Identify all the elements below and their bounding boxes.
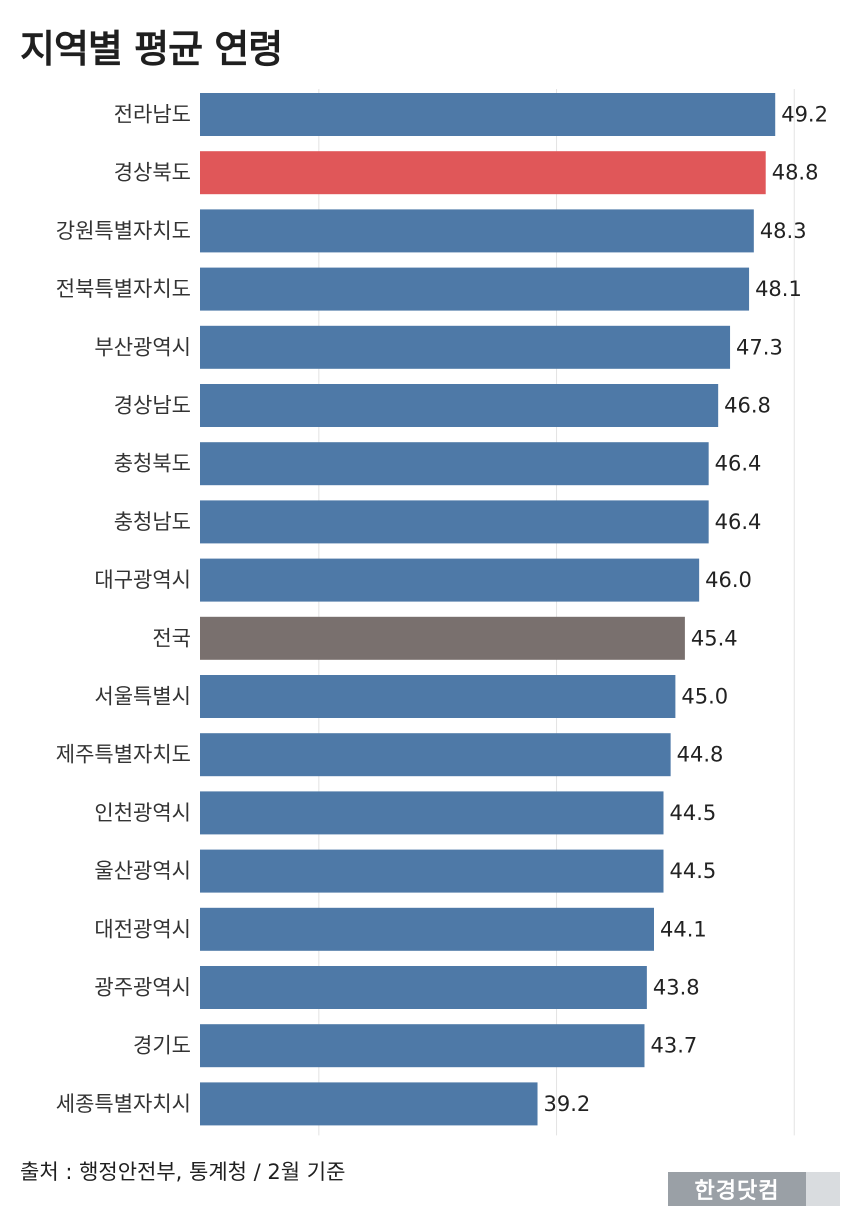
- data-label: 44.8: [677, 743, 724, 767]
- data-label: 48.1: [755, 277, 802, 301]
- category-label: 광주광역시: [94, 976, 191, 1000]
- logo-text: 한경닷컴: [668, 1172, 806, 1206]
- bar: [200, 151, 766, 195]
- bar: [200, 675, 676, 718]
- data-label: 45.4: [691, 626, 738, 650]
- category-label: 경상북도: [114, 161, 191, 185]
- data-label: 44.5: [670, 859, 717, 883]
- bar: [200, 791, 664, 835]
- data-label: 46.8: [724, 394, 771, 418]
- category-label: 전라남도: [114, 103, 191, 127]
- source-note: 출처 : 행정안전부, 통계청 / 2월 기준: [20, 1160, 346, 1184]
- data-label: 44.1: [660, 917, 707, 941]
- data-label: 43.7: [650, 1034, 697, 1058]
- category-label: 울산광역시: [94, 859, 191, 883]
- data-label: 49.2: [781, 103, 828, 127]
- category-label: 서울특별시: [94, 685, 191, 709]
- bar: [200, 966, 647, 1009]
- bar: [200, 849, 664, 893]
- category-label: 세종특별자치시: [56, 1092, 191, 1116]
- bar: [200, 209, 754, 253]
- category-label: 부산광역시: [94, 335, 191, 359]
- bar: [200, 93, 776, 136]
- bar: [200, 733, 671, 777]
- bar: [200, 267, 750, 311]
- category-label: 강원특별자치도: [56, 219, 191, 243]
- data-label: 46.4: [715, 510, 762, 534]
- data-label: 46.4: [715, 452, 762, 476]
- logo-tail: [806, 1172, 840, 1206]
- chart-title: 지역별 평균 연령: [20, 27, 283, 71]
- bar: [200, 442, 709, 486]
- category-label: 인천광역시: [94, 801, 191, 825]
- data-label: 45.0: [681, 685, 728, 709]
- data-label: 43.8: [653, 976, 700, 1000]
- category-label: 전북특별자치도: [56, 277, 191, 301]
- bar: [200, 1024, 645, 1068]
- category-label: 충청북도: [114, 452, 191, 476]
- data-label: 44.5: [670, 801, 717, 825]
- data-label: 46.0: [705, 568, 752, 592]
- bar: [200, 384, 719, 427]
- category-label: 전국: [152, 626, 191, 650]
- data-label: 48.3: [760, 219, 807, 243]
- bar: [200, 558, 700, 602]
- bar: [200, 907, 654, 951]
- data-label: 39.2: [544, 1092, 591, 1116]
- bar: [200, 325, 731, 369]
- category-label: 대구광역시: [94, 568, 191, 592]
- category-label: 경기도: [133, 1034, 191, 1058]
- category-label: 대전광역시: [94, 917, 191, 941]
- bar-chart: 전라남도 49.2 경상북도 48.8 강원특별자치도 48.3 전북특별자치도 48.1 부산…: [56, 89, 828, 1136]
- category-label: 제주특별자치도: [56, 743, 191, 767]
- data-label: 48.8: [772, 161, 819, 185]
- data-label: 47.3: [736, 335, 783, 359]
- bar: [200, 1082, 538, 1126]
- bar: [200, 500, 709, 544]
- category-label: 경상남도: [114, 394, 191, 418]
- category-label: 충청남도: [114, 510, 191, 534]
- bar: [200, 616, 685, 660]
- publisher-logo: 한경닷컴: [668, 1172, 840, 1206]
